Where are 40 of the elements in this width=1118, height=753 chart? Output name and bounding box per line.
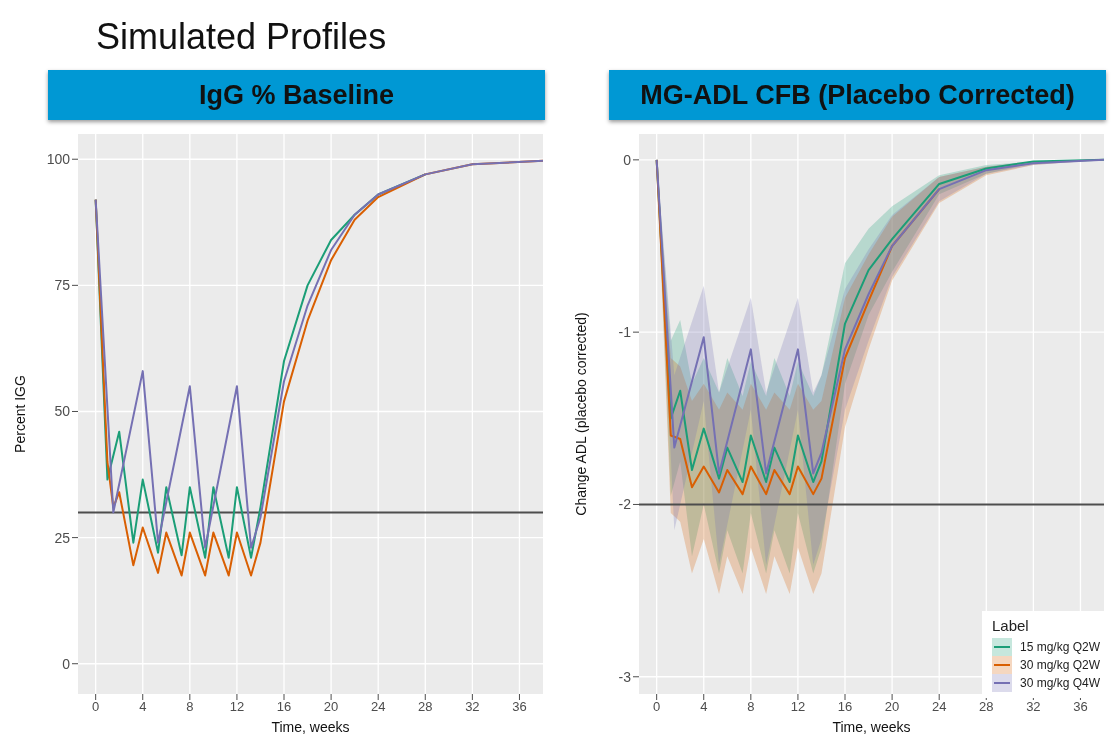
y-axis-title: Change ADL (placebo corrected) xyxy=(572,312,589,516)
x-tick-label: 28 xyxy=(979,699,994,715)
y-tick-label: 75 xyxy=(54,277,71,294)
x-tick-label: 24 xyxy=(370,699,386,715)
x-tick-label: 4 xyxy=(700,699,708,715)
y-tick-label: 50 xyxy=(54,403,71,420)
x-tick-label: 24 xyxy=(931,699,947,715)
y-tick-label: -1 xyxy=(618,324,632,341)
y-tick-label: -3 xyxy=(618,668,632,685)
y-tick-label: 0 xyxy=(623,151,632,168)
x-tick-label: 32 xyxy=(1026,699,1041,715)
x-tick-label: 0 xyxy=(653,699,661,715)
y-tick-label: -2 xyxy=(618,496,632,513)
chart-title: IgG % Baseline xyxy=(48,70,545,120)
x-tick-label: 16 xyxy=(837,699,853,715)
x-tick-label: 12 xyxy=(790,699,806,715)
x-tick-label: 0 xyxy=(92,699,100,715)
x-tick-label: 36 xyxy=(512,699,527,715)
legend-label: 15 mg/kg Q2W xyxy=(1019,640,1100,654)
legend-label: 30 mg/kg Q2W xyxy=(1019,658,1100,672)
y-tick-label: 25 xyxy=(54,529,71,546)
x-tick-label: 8 xyxy=(747,699,755,715)
x-tick-label: 32 xyxy=(465,699,480,715)
x-tick-label: 28 xyxy=(418,699,433,715)
x-tick-label: 20 xyxy=(323,699,339,715)
legend-title: Label xyxy=(991,617,1030,634)
x-tick-label: 20 xyxy=(884,699,900,715)
legend-label: 30 mg/kg Q4W xyxy=(1019,676,1100,690)
x-tick-label: 36 xyxy=(1073,699,1088,715)
y-tick-label: 0 xyxy=(62,655,71,672)
x-tick-label: 12 xyxy=(229,699,245,715)
chart-title: MG-ADL CFB (Placebo Corrected) xyxy=(609,70,1106,120)
y-axis-title: Percent IGG xyxy=(11,375,28,453)
text: Simulated Profiles xyxy=(96,16,387,57)
x-axis-title: Time, weeks xyxy=(271,719,350,735)
x-axis-title: Time, weeks xyxy=(832,719,911,735)
x-tick-label: 4 xyxy=(139,699,147,715)
x-tick-label: 8 xyxy=(186,699,194,715)
x-tick-label: 16 xyxy=(276,699,292,715)
y-tick-label: 100 xyxy=(46,151,71,168)
